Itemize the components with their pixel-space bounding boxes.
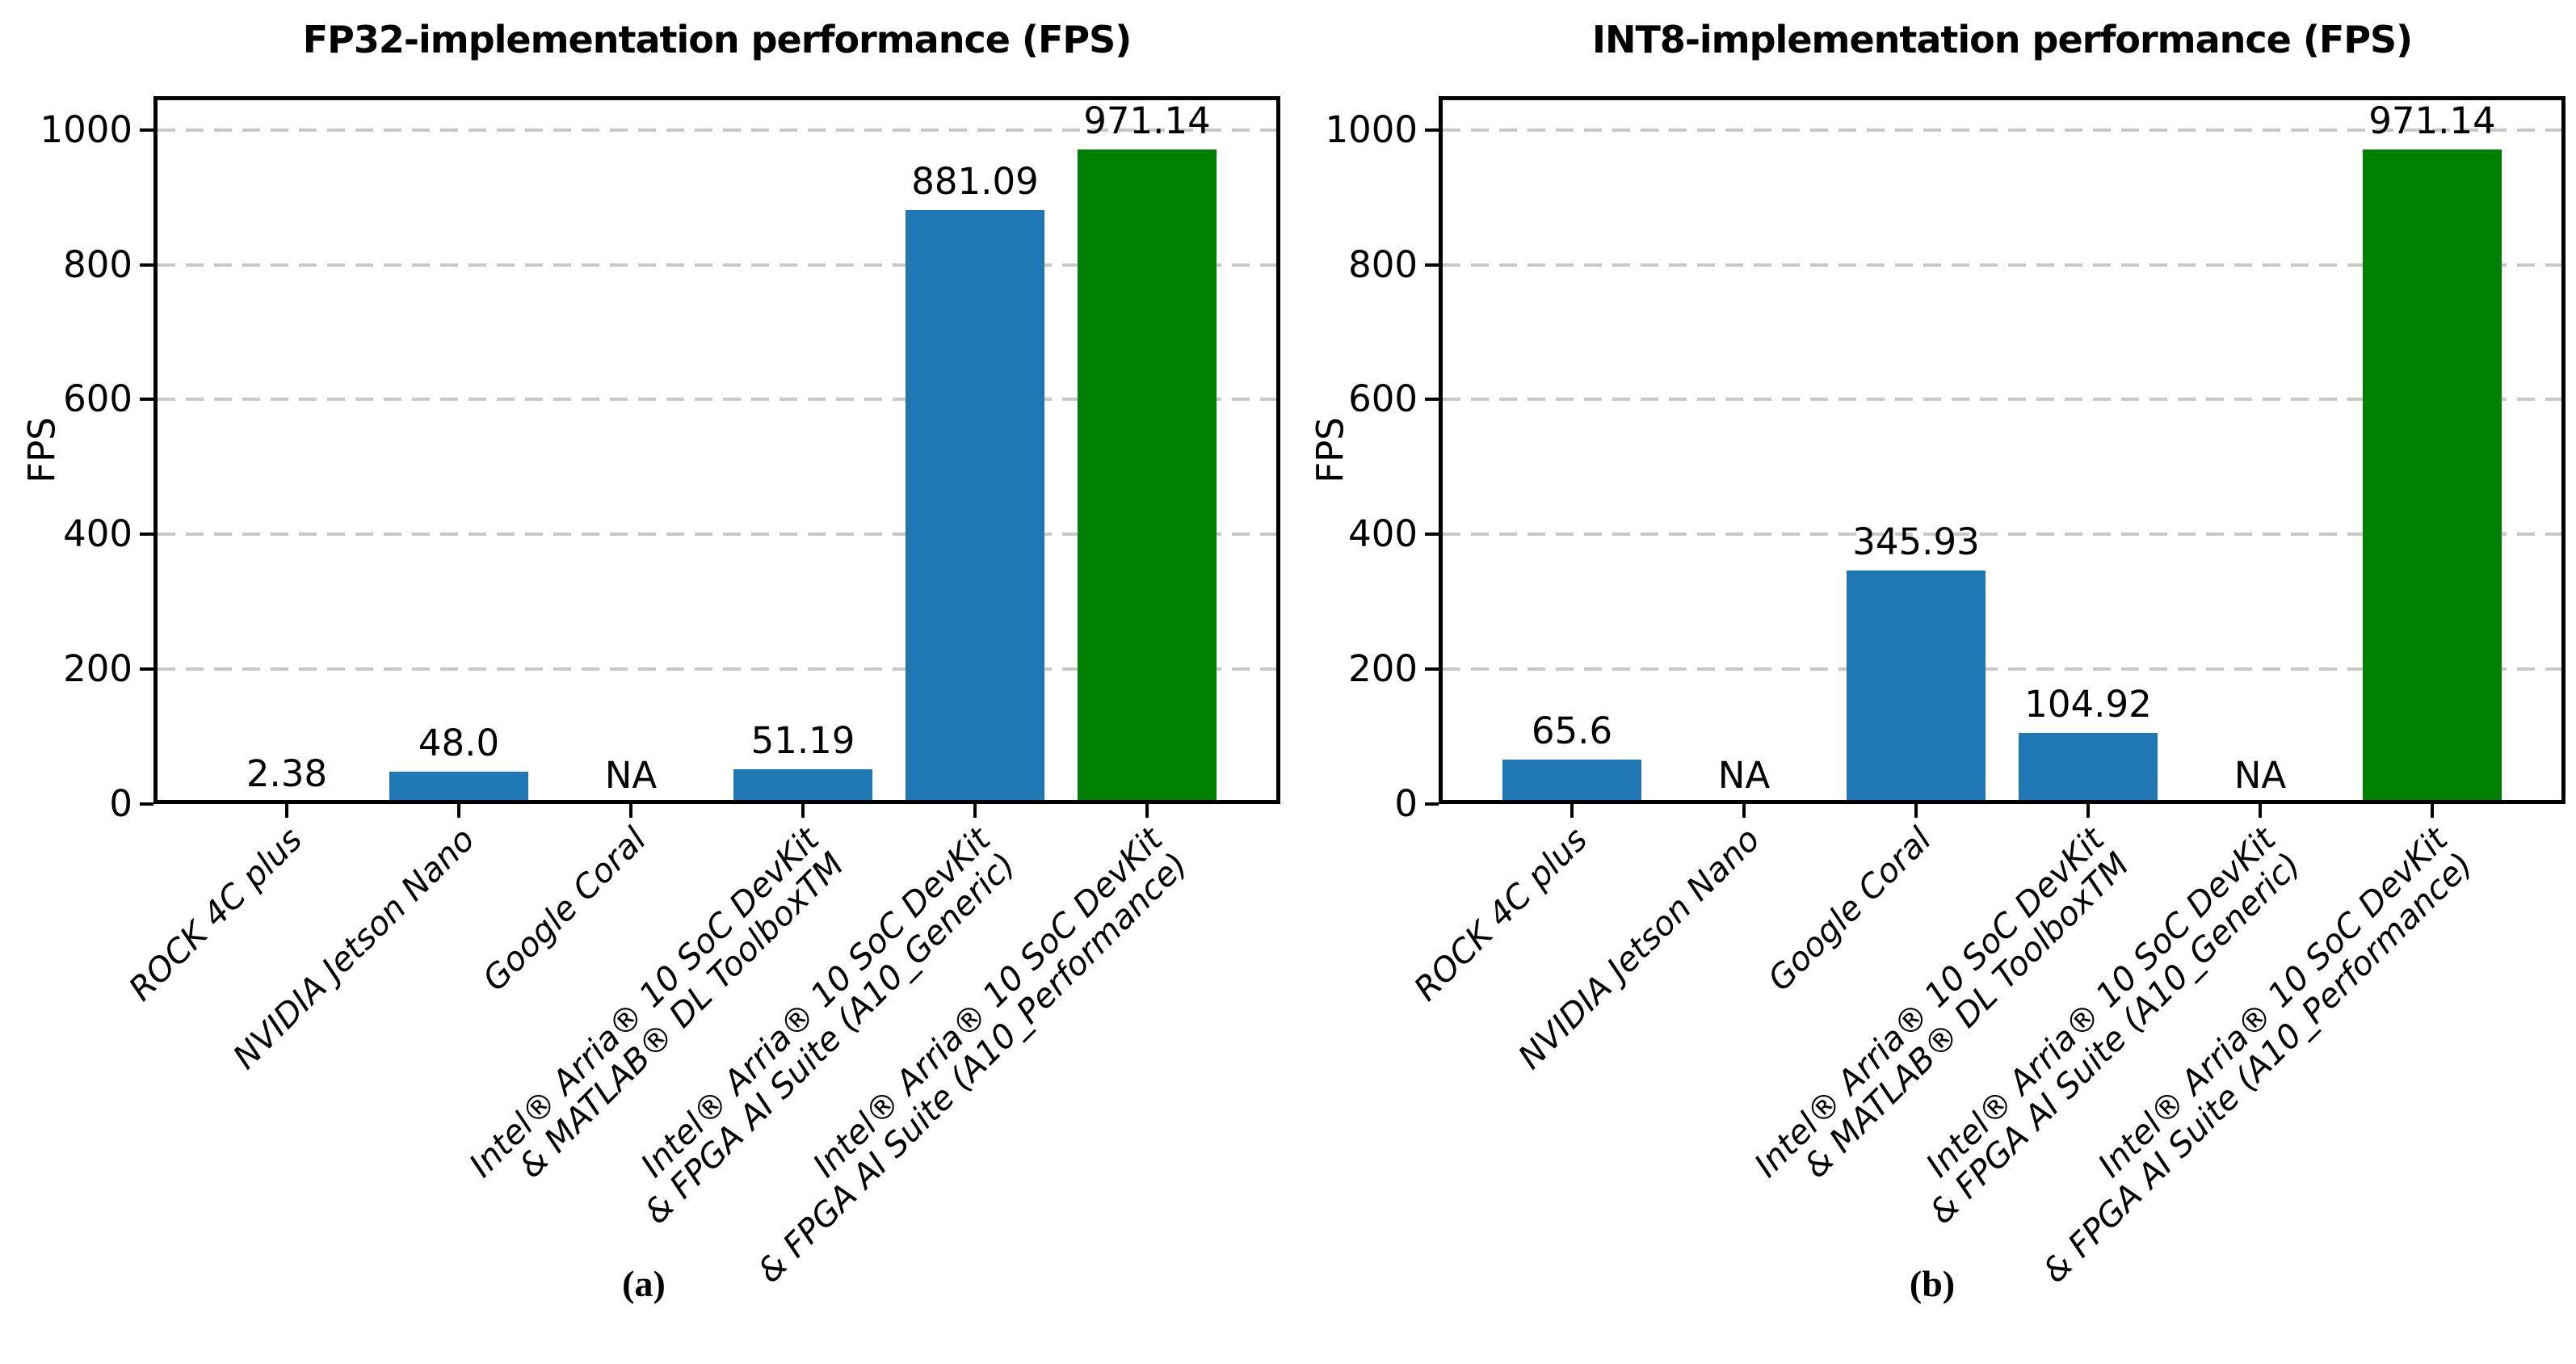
x-tick-mark xyxy=(285,804,288,818)
bar xyxy=(1078,149,1217,804)
x-tick-mark xyxy=(1570,804,1574,818)
gridline xyxy=(1443,533,2561,537)
x-tick-label-line: Intel® Arria® 10 SoC DevKit xyxy=(1746,819,2112,1185)
x-tick-label: ROCK 4C plus xyxy=(121,819,310,1008)
chart-title: FP32-implementation performance (FPS) xyxy=(302,18,1133,61)
y-tick-label: 200 xyxy=(63,647,132,691)
x-tick-label-line: ROCK 4C plus xyxy=(121,819,310,1008)
y-tick-mark xyxy=(1425,263,1439,267)
y-axis-label: FPS xyxy=(20,417,64,483)
bar-value-label: 51.19 xyxy=(750,719,855,763)
x-tick-label-line: Intel® Arria® 10 SoC DevKit xyxy=(461,819,826,1185)
y-tick-label: 600 xyxy=(63,377,132,421)
bar-value-label: NA xyxy=(1717,754,1771,797)
bar-value-label: 65.6 xyxy=(1531,709,1613,753)
x-tick-label-line: ROCK 4C plus xyxy=(1406,819,1595,1008)
bar xyxy=(906,209,1044,804)
y-tick-mark xyxy=(140,802,153,806)
y-tick-label: 800 xyxy=(63,242,132,286)
y-tick-mark xyxy=(140,128,153,132)
x-tick-label-line: Google Coral xyxy=(1760,819,1939,999)
y-tick-mark xyxy=(1425,802,1439,806)
x-tick-mark xyxy=(457,804,460,818)
bar-value-label: 971.14 xyxy=(2368,99,2496,142)
y-tick-label: 1000 xyxy=(40,107,132,151)
y-tick-mark xyxy=(1425,667,1439,671)
gridline xyxy=(158,533,1276,537)
x-tick-mark xyxy=(801,804,805,818)
chart-int8: INT8-implementation performance (FPS) FP… xyxy=(1288,0,2576,1364)
x-tick-mark xyxy=(1742,804,1746,818)
bar-value-label: 345.93 xyxy=(1852,520,1980,564)
bar xyxy=(2363,149,2502,804)
bar-value-label: 881.09 xyxy=(911,159,1039,203)
y-tick-mark xyxy=(140,667,153,671)
gridline xyxy=(1443,128,2561,132)
bar-value-label: 48.0 xyxy=(418,721,500,764)
bar xyxy=(2019,733,2158,804)
bar xyxy=(733,769,872,804)
y-tick-label: 400 xyxy=(63,512,132,556)
y-tick-label: 200 xyxy=(1348,647,1418,691)
x-tick-mark xyxy=(2259,804,2262,818)
chart-title: INT8-implementation performance (FPS) xyxy=(1591,18,2413,61)
x-tick-mark xyxy=(1914,804,1918,818)
gridline xyxy=(1443,398,2561,402)
gridline xyxy=(158,667,1276,671)
bar-value-label: NA xyxy=(604,754,658,797)
y-tick-mark xyxy=(140,533,153,537)
bar xyxy=(389,771,528,804)
x-tick-mark xyxy=(629,804,632,818)
y-tick-mark xyxy=(140,398,153,402)
bar-value-label: 971.14 xyxy=(1083,99,1211,142)
y-tick-mark xyxy=(1425,128,1439,132)
chart-fp32: FP32-implementation performance (FPS) FP… xyxy=(20,18,1280,1304)
gridline xyxy=(1443,263,2561,267)
bar xyxy=(1847,570,1986,804)
y-tick-label: 0 xyxy=(1394,782,1418,825)
y-tick-label: 400 xyxy=(1348,512,1418,556)
x-tick-mark xyxy=(2431,804,2434,818)
plot-area xyxy=(153,96,1280,804)
y-tick-label: 0 xyxy=(109,782,132,825)
x-tick-mark xyxy=(2086,804,2090,818)
x-tick-label: Google Coral xyxy=(475,819,654,999)
subfigure-caption-b: (b) xyxy=(1909,1263,1956,1304)
gridline xyxy=(158,398,1276,402)
y-tick-label: 1000 xyxy=(1325,107,1418,151)
y-tick-mark xyxy=(1425,398,1439,402)
x-tick-mark xyxy=(973,804,977,818)
bar-value-label: 104.92 xyxy=(2024,683,2152,726)
gridline xyxy=(158,128,1276,132)
y-tick-label: 600 xyxy=(1348,377,1418,421)
y-tick-mark xyxy=(140,263,153,267)
y-tick-mark xyxy=(1425,533,1439,537)
x-tick-mark xyxy=(1145,804,1149,818)
subfigure-caption-a: (a) xyxy=(622,1263,666,1304)
gridline xyxy=(158,263,1276,267)
bar xyxy=(1502,760,1641,804)
y-axis-label: FPS xyxy=(1309,417,1352,483)
gridline xyxy=(1443,667,2561,671)
y-tick-label: 800 xyxy=(1348,242,1418,286)
bar-value-label: NA xyxy=(2234,754,2287,797)
plot-area xyxy=(1439,96,2565,804)
x-tick-label: ROCK 4C plus xyxy=(1406,819,1595,1008)
x-tick-label-line: Google Coral xyxy=(475,819,654,999)
bar-value-label: 2.38 xyxy=(246,752,328,796)
x-tick-label: Google Coral xyxy=(1760,819,1939,999)
